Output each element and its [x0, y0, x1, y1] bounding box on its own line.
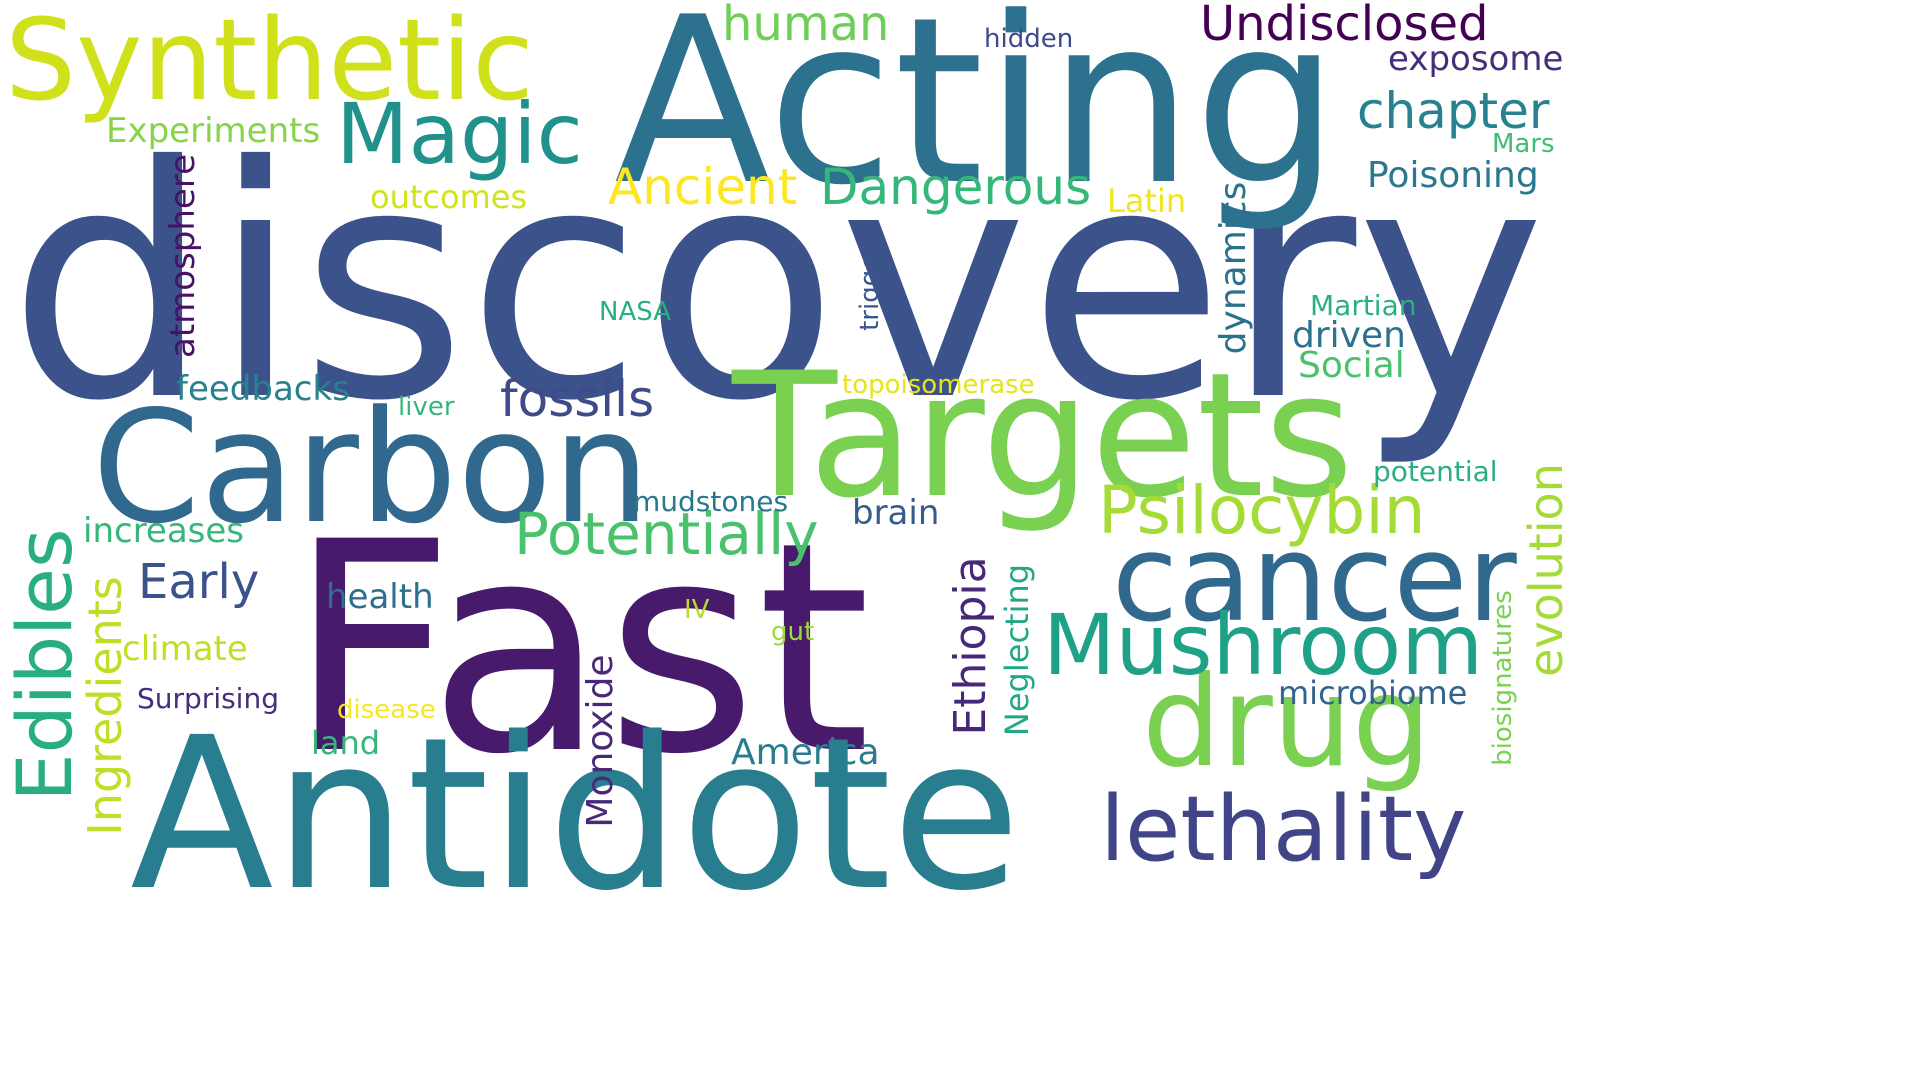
word-edibles: Edibles	[0, 528, 89, 802]
word-chapter: chapter	[1357, 82, 1550, 140]
word-martian: Martian	[1310, 289, 1417, 322]
word-cancer: cancer	[1112, 510, 1517, 649]
word-mudstones: mudstones	[633, 485, 789, 518]
word-biosignatures: biosignatures	[1488, 590, 1518, 766]
word-microbiome: microbiome	[1278, 674, 1468, 712]
word-disease: disease	[337, 695, 436, 725]
word-exposome: exposome	[1388, 39, 1564, 79]
word-synthetic: Synthetic	[5, 0, 534, 126]
word-potential: potential	[1373, 455, 1498, 488]
word-fast: Fast	[288, 481, 871, 818]
word-brain: brain	[852, 493, 940, 533]
word-increases: increases	[83, 511, 245, 551]
word-lethality: lethality	[1100, 777, 1467, 882]
word-gut: gut	[771, 617, 815, 647]
word-acting: Acting	[614, 0, 1340, 236]
word-discovery: discovery	[8, 99, 1546, 471]
word-driven: driven	[1292, 315, 1406, 356]
word-evolution: evolution	[1519, 463, 1573, 677]
word-mushroom: Mushroom	[1043, 596, 1484, 694]
word-climate: climate	[122, 629, 248, 669]
word-potentially: Potentially	[514, 500, 819, 568]
word-antidote: Antidote	[130, 692, 1021, 937]
word-iv: IV	[684, 595, 710, 625]
word-mars: Mars	[1492, 129, 1555, 159]
word-land: land	[311, 724, 381, 762]
word-human: human	[722, 0, 890, 52]
word-psilocybin: Psilocybin	[1098, 472, 1426, 549]
word-fossils: fossils	[500, 370, 655, 428]
word-america: America	[731, 732, 880, 773]
word-feedbacks: feedbacks	[176, 369, 350, 409]
word-atmosphere: atmosphere	[163, 154, 203, 358]
word-drug: drug	[1142, 650, 1432, 795]
word-ingredients: Ingredients	[78, 576, 132, 836]
word-topoisomerase: topoisomerase	[842, 370, 1035, 400]
word-health: health	[326, 577, 434, 617]
word-experiments: Experiments	[106, 111, 321, 151]
word-surprising: Surprising	[137, 682, 279, 715]
word-undisclosed: Undisclosed	[1200, 0, 1489, 52]
word-nasa: NASA	[599, 297, 672, 327]
word-trigger: trigger	[855, 243, 885, 331]
word-social: Social	[1298, 345, 1405, 386]
word-dynamics: dynamics	[1213, 181, 1254, 355]
word-neglecting: Neglecting	[998, 563, 1036, 737]
word-latin: Latin	[1107, 182, 1187, 220]
word-carbon: Carbon	[92, 377, 651, 558]
word-magic: Magic	[336, 85, 583, 183]
word-ancient: Ancient	[608, 158, 798, 216]
word-ethiopia: Ethiopia	[945, 556, 996, 736]
word-monoxide: Monoxide	[580, 654, 621, 828]
word-hidden: hidden	[984, 24, 1074, 54]
word-poisoning: Poisoning	[1367, 155, 1539, 196]
word-outcomes: outcomes	[370, 178, 528, 216]
word-early: Early	[138, 554, 260, 610]
word-dangerous: Dangerous	[820, 158, 1092, 216]
word-liver: liver	[398, 392, 455, 422]
word-targets: Targets	[732, 335, 1354, 536]
